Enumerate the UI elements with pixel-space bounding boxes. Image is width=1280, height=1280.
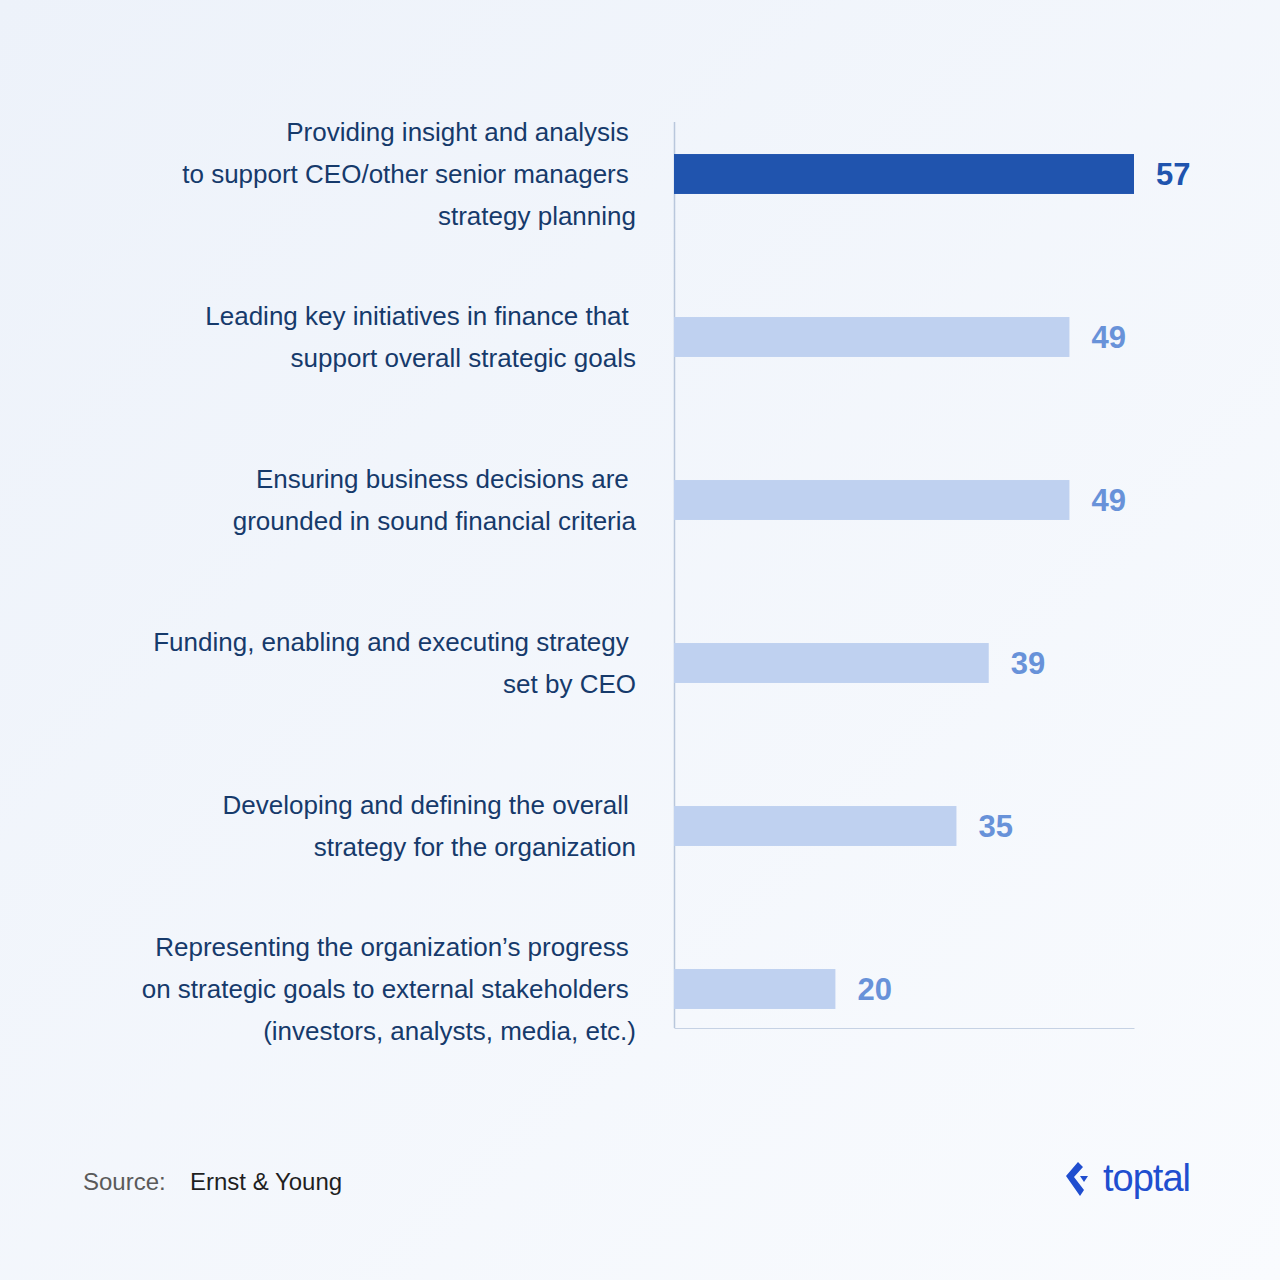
data-labels: 57 49 49 39 35 20	[857, 157, 1190, 1007]
logo: toptal	[1066, 1157, 1190, 1199]
x-axis-line	[675, 1028, 1135, 1029]
data-label: 20	[857, 972, 891, 1007]
chart: 57 49 49 39 35 20 Providing insight and analys…	[0, 0, 1280, 1280]
y-axis-labels: Providing insight and analysis to suppor…	[142, 117, 637, 1046]
x-tick	[674, 122, 675, 1028]
bar	[674, 317, 1069, 357]
category-label: Ensuring business decisions are grounded…	[233, 464, 637, 536]
bar	[674, 154, 1134, 194]
category-label: Leading key initiatives in finance that …	[205, 301, 636, 373]
source-name: Ernst & Young	[190, 1168, 342, 1195]
footer: Source: Ernst & Young toptal	[83, 1157, 1190, 1199]
category-label: Providing insight and analysis to suppor…	[182, 117, 636, 231]
data-label: 49	[1091, 320, 1125, 355]
logo-text: toptal	[1103, 1157, 1190, 1199]
bar	[674, 643, 989, 683]
bar	[674, 806, 956, 846]
data-label: 35	[978, 809, 1012, 844]
bar	[674, 480, 1069, 520]
logo-icon	[1066, 1162, 1088, 1196]
category-label: Representing the organization’s progress…	[142, 932, 636, 1046]
background	[0, 0, 1280, 1280]
data-label: 39	[1011, 646, 1045, 681]
data-label: 57	[1156, 157, 1190, 192]
x-axis	[675, 122, 1135, 1029]
bar	[674, 969, 835, 1009]
category-label: Developing and defining the overall stra…	[223, 790, 636, 862]
bars	[674, 154, 1134, 1009]
baseline	[674, 122, 676, 1028]
source-label: Source:	[83, 1168, 166, 1195]
data-label: 49	[1091, 483, 1125, 518]
category-label: Funding, enabling and executing strategy…	[153, 627, 636, 699]
